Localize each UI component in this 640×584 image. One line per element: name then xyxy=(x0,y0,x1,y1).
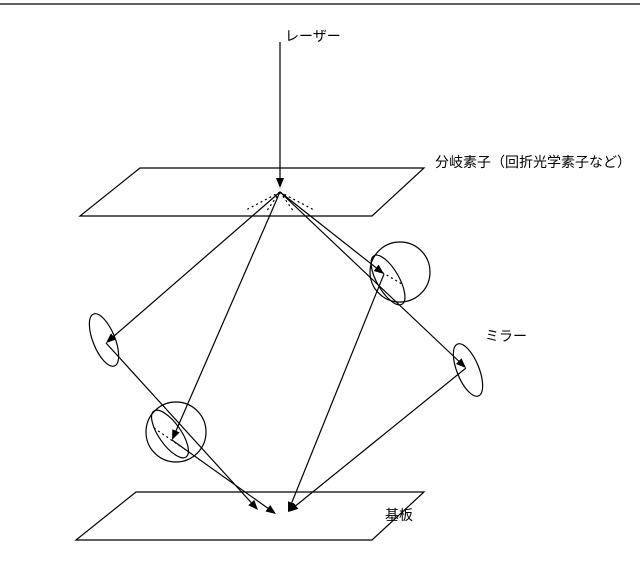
label-laser-text: レーザー xyxy=(285,28,341,44)
label-laser: レーザー xyxy=(285,26,341,46)
optical-diagram xyxy=(0,0,640,584)
label-substrate: 基板 xyxy=(385,505,413,525)
label-splitter: 分岐素子（回折光学素子など） xyxy=(435,152,631,172)
label-mirror: ミラー xyxy=(485,326,527,346)
label-substrate-text: 基板 xyxy=(385,507,413,523)
label-mirror-text: ミラー xyxy=(485,328,527,344)
label-splitter-text: 分岐素子（回折光学素子など） xyxy=(435,154,631,170)
